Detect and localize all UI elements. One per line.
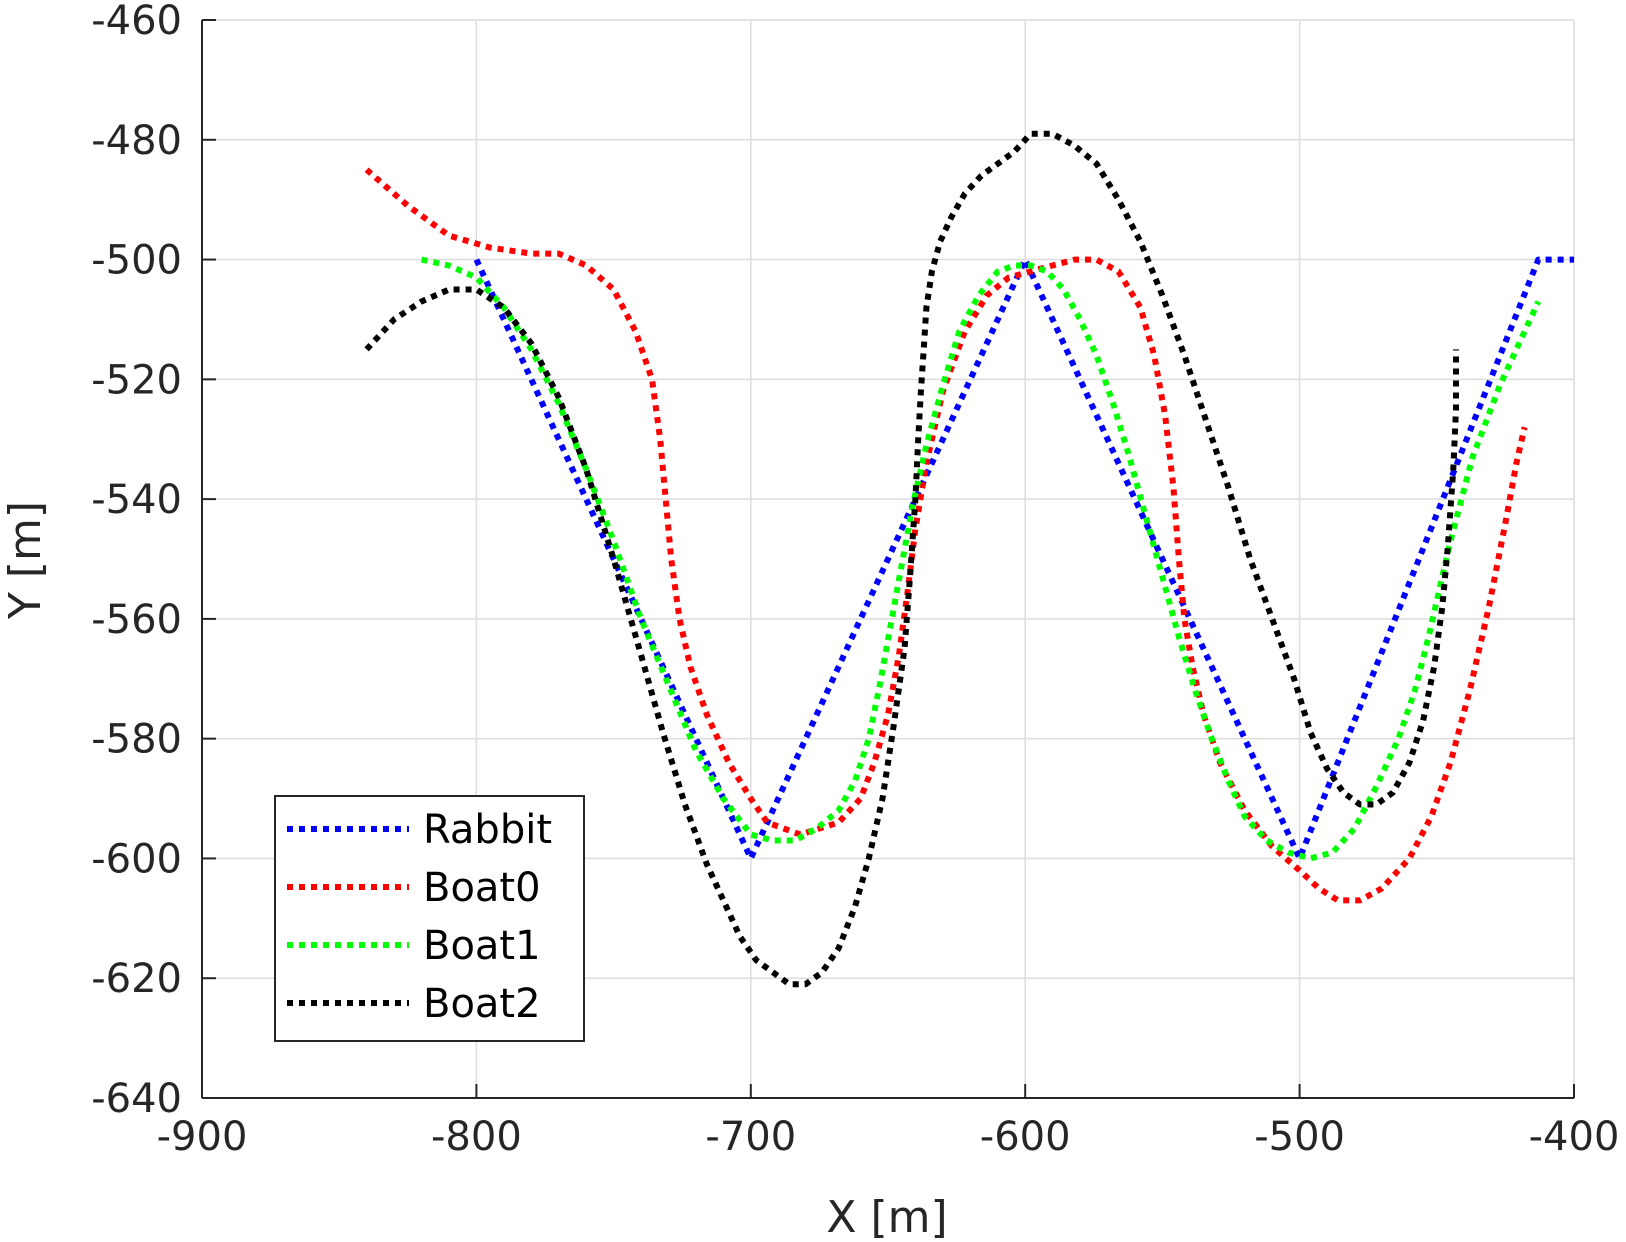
y-tick-label: -480 xyxy=(91,118,182,164)
y-tick-label: -520 xyxy=(91,357,182,403)
x-tick-label: -800 xyxy=(431,1114,522,1160)
y-tick-label: -560 xyxy=(91,597,182,643)
series-line-boat2 xyxy=(364,130,1459,988)
y-tick-label: -500 xyxy=(91,238,182,284)
x-tick-label: -600 xyxy=(980,1114,1071,1160)
x-tick-label: -900 xyxy=(157,1114,248,1160)
axes xyxy=(201,19,1575,1099)
y-tick-label: -640 xyxy=(91,1076,182,1122)
y-tick-label: -540 xyxy=(91,477,182,523)
legend: Rabbit Boat0 Boat1 Boat2 xyxy=(274,795,585,1042)
y-axis-label: Y [m] xyxy=(0,501,51,620)
series-lines xyxy=(364,130,1574,988)
y-tick-label: -600 xyxy=(91,836,182,882)
x-axis-label: X [m] xyxy=(826,1192,947,1242)
tick-labels: -900 -800 -700 -600 -500 -400 -640 -620 -600 -580… xyxy=(91,0,1619,1160)
series-line-boat1 xyxy=(420,256,1542,862)
grid-lines xyxy=(201,19,1575,1099)
legend-label-rabbit: Rabbit xyxy=(423,807,552,853)
x-tick-label: -500 xyxy=(1254,1114,1345,1160)
series-line-rabbit xyxy=(473,256,1574,862)
x-tick-label: -400 xyxy=(1529,1114,1620,1160)
x-tick-label: -700 xyxy=(705,1114,796,1160)
y-tick-label: -620 xyxy=(91,956,182,1002)
y-tick-label: -460 xyxy=(91,0,182,44)
legend-label-boat0: Boat0 xyxy=(423,865,541,911)
y-tick-label: -580 xyxy=(91,717,182,763)
legend-label-boat1: Boat1 xyxy=(423,923,541,969)
legend-label-boat2: Boat2 xyxy=(423,981,541,1027)
